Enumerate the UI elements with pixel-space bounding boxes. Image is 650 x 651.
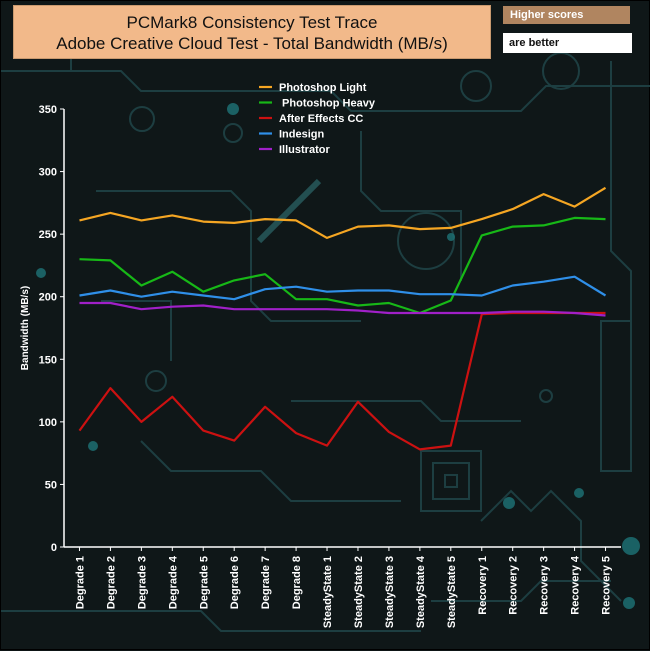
x-tick-label: Degrade 8 <box>291 556 303 609</box>
series-line-after-effects-cc <box>78 311 606 451</box>
x-tick-label: Degrade 6 <box>229 556 241 609</box>
series-line-indesign <box>79 275 607 301</box>
legend-label: Indesign <box>279 129 325 141</box>
y-axis: 0 50 100 150 200 250 300 350 Bandwidth (MB/s) <box>20 104 65 554</box>
legend-label: Photoshop Light <box>279 82 367 94</box>
higher-scores-note: Higher scores <box>503 6 630 24</box>
legend-label: Illustrator <box>279 144 330 156</box>
y-tick-label: 350 <box>39 104 57 116</box>
x-tick-label: SteadyState 3 <box>384 556 396 628</box>
x-tick-label: Recovery 5 <box>601 556 613 615</box>
x-tick-label: SteadyState 4 <box>415 555 427 628</box>
y-tick-label: 200 <box>39 292 57 304</box>
chart-title: PCMark8 Consistency Test Trace Adobe Cre… <box>13 5 491 59</box>
x-tick-label: SteadyState 5 <box>446 556 458 628</box>
x-tick-label: Degrade 1 <box>74 556 86 609</box>
are-better-note: are better <box>503 33 632 53</box>
y-tick-label: 150 <box>39 354 57 366</box>
x-axis: Degrade 1 Degrade 2 Degrade 3 Degrade 4 Degr… <box>64 546 621 628</box>
x-tick-label: Recovery 4 <box>570 555 582 615</box>
x-tick-label: Recovery 2 <box>508 556 520 615</box>
x-tick-label: Degrade 5 <box>198 556 210 609</box>
y-tick-label: 300 <box>39 167 57 179</box>
series-line-illustrator <box>79 301 606 317</box>
x-tick-label: SteadyState 2 <box>353 556 365 628</box>
y-tick-label: 250 <box>39 229 57 241</box>
x-tick-label: SteadyState 1 <box>322 556 334 628</box>
x-tick-label: Degrade 2 <box>105 556 117 609</box>
x-tick-label: Degrade 3 <box>136 556 148 609</box>
y-axis-title: Bandwidth (MB/s) <box>20 286 31 370</box>
y-tick-label: 100 <box>39 417 57 429</box>
series-line-photoshop-heavy <box>79 216 606 315</box>
x-tick-label: Degrade 4 <box>167 555 179 609</box>
title-line-1: PCMark8 Consistency Test Trace <box>126 13 378 32</box>
legend-label: After Effects CC <box>279 113 363 125</box>
series-line-photoshop-light <box>79 186 607 239</box>
legend: Photoshop Light Photoshop Heavy After Eff… <box>259 82 376 156</box>
y-tick-label: 0 <box>51 542 57 554</box>
x-tick-label: Recovery 1 <box>477 556 489 615</box>
x-tick-label: Degrade 7 <box>260 556 272 609</box>
x-tick-label: Recovery 3 <box>539 556 551 615</box>
series-lines <box>78 186 607 451</box>
legend-label: Photoshop Heavy <box>279 98 376 110</box>
title-line-2: Adobe Creative Cloud Test - Total Bandwi… <box>56 34 448 53</box>
y-tick-label: 50 <box>45 479 57 491</box>
